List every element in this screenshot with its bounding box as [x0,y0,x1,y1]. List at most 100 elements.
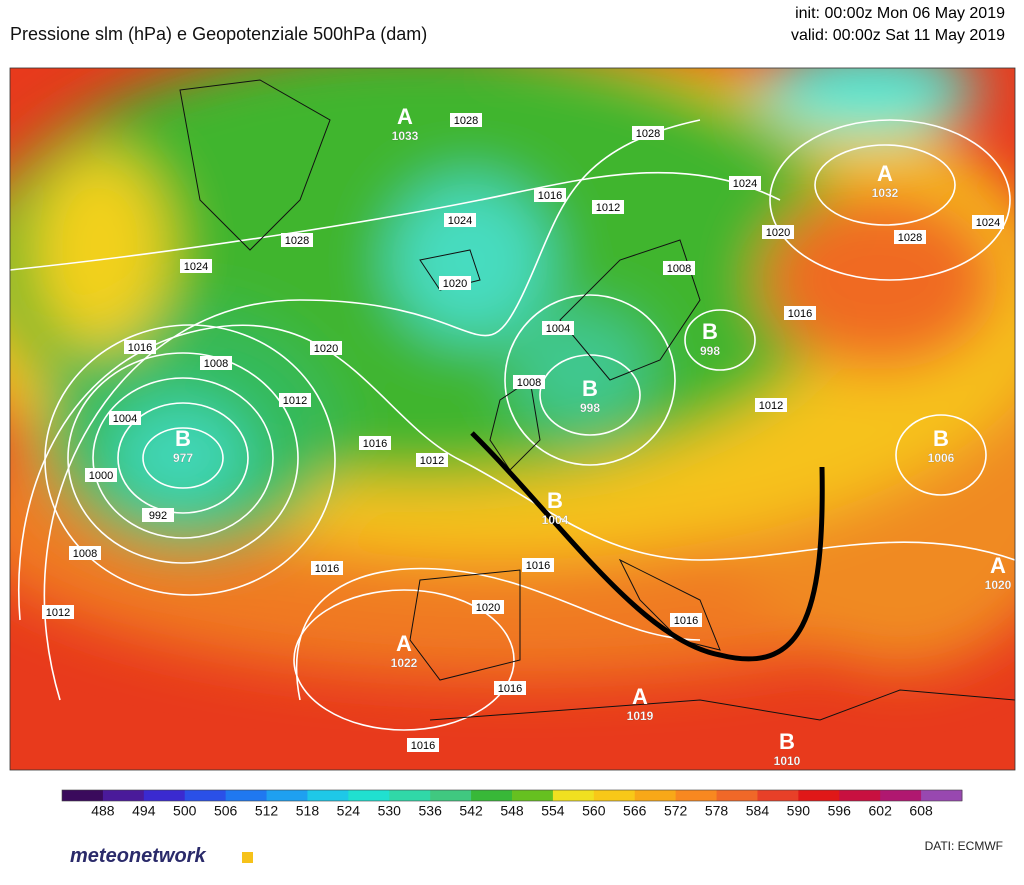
colorbar-label: 524 [337,803,361,819]
colorbar-label: 530 [378,803,402,819]
isobar-label-box [663,261,695,275]
colorbar-swatch [757,790,799,801]
colorbar-frame [61,789,963,802]
isobar-label: 1016 [363,438,387,450]
colorbar-swatch [675,790,718,801]
isobar-label: 1028 [454,115,478,127]
logo: meteonetwork [70,845,206,867]
colorbar-label: 590 [787,803,811,819]
isobar-label-box [755,398,787,412]
center-letter: A [397,104,413,129]
isobar-label-box [310,341,342,355]
isobar-label-box [762,225,794,239]
isobar-label-box [632,126,664,140]
colorbar: 488 494 500 506 512 518 524 530 536 542 548 554 560 5… [61,789,963,819]
colorbar-label: 542 [459,803,483,819]
colorbar-swatch [266,790,308,801]
isobar-label-box [894,230,926,244]
colorbar-label: 578 [705,803,729,819]
map-labels: 1028 1028 1024 1016 1012 1024 1028 1024 1020 1028… [42,104,1012,768]
center-letter: B [582,376,598,401]
center-value: 1004 [542,513,569,527]
center-value: 998 [580,401,600,415]
center-value: 1022 [391,656,418,670]
trough-line [470,431,825,662]
center-letter: B [933,426,949,451]
isobar-label-box [142,508,174,522]
center-value: 1006 [928,451,955,465]
isobar-label: 1008 [517,377,541,389]
title: Pressione slm (hPa) e Geopotenziale 500h… [10,24,427,44]
isobar-label-box [784,306,816,320]
colorbar-swatch [880,790,922,801]
isobar-label: 1016 [674,615,698,627]
map-frame [9,67,1016,771]
colorbar-swatch [634,790,677,801]
isobar-label-box [407,738,439,752]
colorbar-label: 560 [582,803,606,819]
colorbar-swatch [921,790,963,801]
center-value: 1020 [985,578,1012,592]
isobar-label-box [542,321,574,335]
isobar-label-box [729,176,761,190]
isobar-label-box [69,546,101,560]
isobar-label: 1016 [315,563,339,575]
isobar-label: 1016 [498,683,522,695]
isobar-label-box [592,200,624,214]
center-letter: A [396,631,412,656]
center-value: 1032 [872,186,899,200]
colorbar-label: 572 [664,803,688,819]
isobar-label: 1024 [733,178,757,190]
isobar-label-box [85,468,117,482]
isobar-label-box [534,188,566,202]
isobar-label: 1024 [976,217,1000,229]
center-value: 1019 [627,709,654,723]
isobar-label: 1016 [128,342,152,354]
colorbar-swatch [839,790,881,801]
coastlines [179,79,1015,721]
colorbar-label: 554 [541,803,565,819]
isobar-label: 1020 [314,343,338,355]
colorbar-swatch [62,790,104,801]
center-letter: B [779,729,795,754]
center-letter: B [547,488,563,513]
isobar-label: 1008 [667,263,691,275]
isobar-label: 1016 [538,190,562,202]
center-value: 977 [173,451,193,465]
isobar-label-box [444,213,476,227]
isobar-label-box [513,375,545,389]
isobar-label-box [972,215,1004,229]
colorbar-label: 596 [828,803,852,819]
isobar-label-box [180,259,212,273]
center-letter: A [990,553,1006,578]
isobar-label: 1004 [546,323,570,335]
init-time: init: 00:00z Mon 06 May 2019 [795,5,1005,22]
colorbar-swatch [225,790,268,801]
isobar-label: 1020 [766,227,790,239]
isobar-label-box [124,340,156,354]
colorbar-label: 512 [255,803,279,819]
isobar-label: 1012 [420,455,444,467]
colorbar-label: 506 [214,803,238,819]
isobar-label-box [522,558,554,572]
colorbar-label: 608 [909,803,933,819]
isobar-label-box [311,561,343,575]
center-letter: A [877,161,893,186]
center-letter: B [175,426,191,451]
center-value: 1010 [774,754,801,768]
isobar-label: 1000 [89,470,113,482]
colorbar-label: 584 [746,803,770,819]
isobar-label-box [670,613,702,627]
valid-time: valid: 00:00z Sat 11 May 2019 [791,27,1005,44]
isobar-label: 1004 [113,413,137,425]
isobar-label-box [109,411,141,425]
isobar-label: 1028 [898,232,922,244]
colorbar-label: 548 [500,803,524,819]
isobar-label-box [200,356,232,370]
isobar-label-box [416,453,448,467]
colorbar-swatch [430,790,472,801]
isobar-label-box [281,233,313,247]
colorbar-swatch [184,790,227,801]
